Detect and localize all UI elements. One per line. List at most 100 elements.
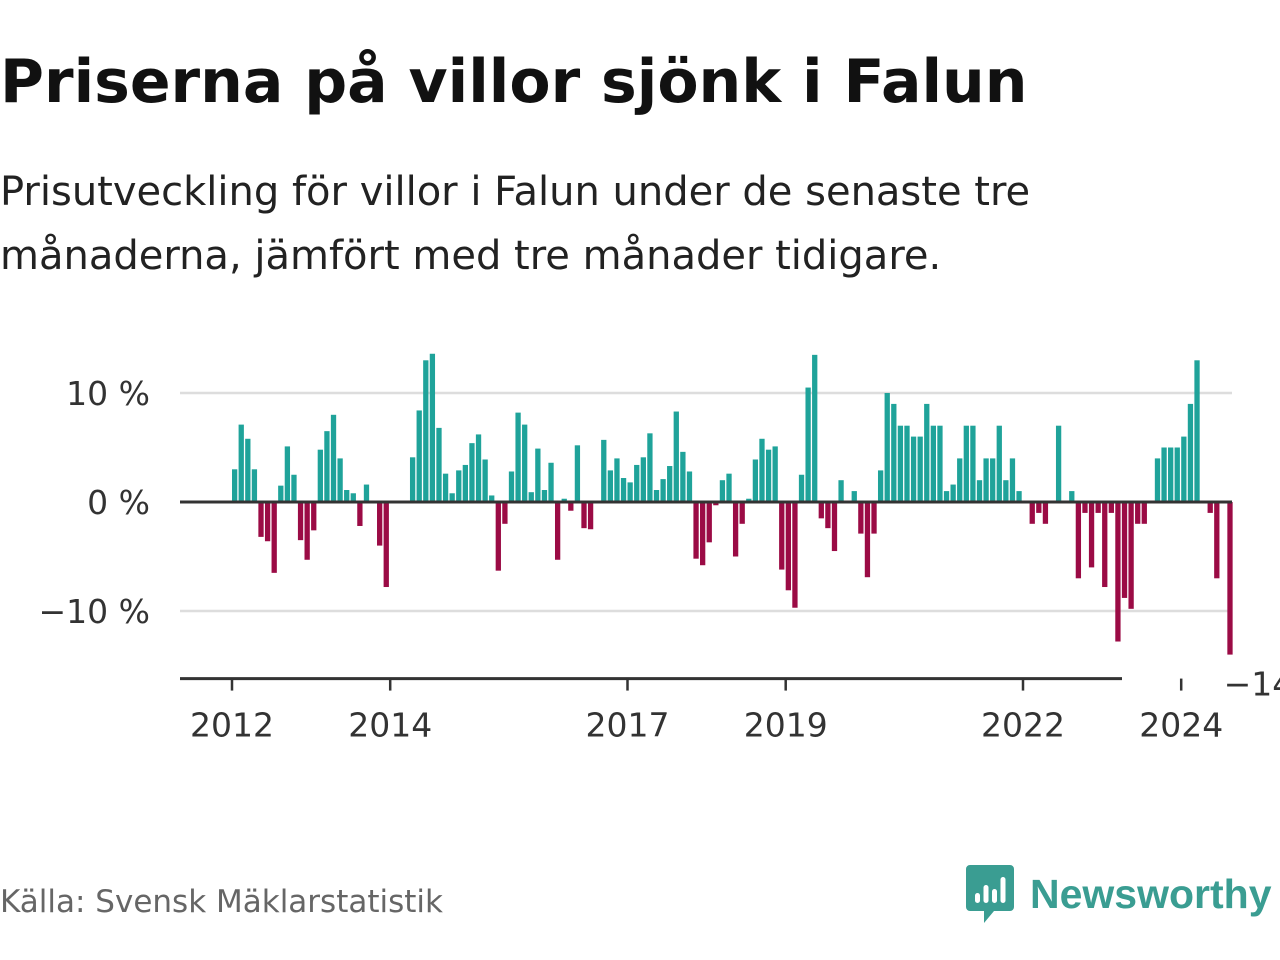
bar: [1042, 502, 1049, 524]
bar: [324, 431, 330, 502]
x-tick-label: 2014: [348, 706, 432, 745]
bar: [554, 502, 561, 560]
bar: [950, 484, 956, 502]
bar: [891, 403, 897, 502]
x-tick-label: 2012: [190, 706, 274, 745]
x-tick-label: 2024: [1139, 706, 1223, 745]
bar: [660, 479, 666, 502]
x-tick-label: 2022: [981, 706, 1065, 745]
brand-name: Newsworthy: [1030, 870, 1272, 917]
bar: [264, 502, 271, 542]
bar: [317, 449, 323, 502]
bar: [581, 502, 587, 529]
bar: [897, 425, 904, 502]
bar: [456, 470, 462, 502]
bar: [673, 411, 679, 502]
bar: [508, 471, 515, 502]
bar: [1036, 502, 1042, 513]
bar: [963, 425, 969, 502]
bar: [1174, 447, 1180, 502]
bar: [489, 495, 495, 502]
bar: [785, 502, 791, 591]
bar: [1029, 502, 1035, 524]
brand: Newsworthy: [964, 862, 1272, 926]
bar: [792, 502, 798, 608]
source-note: Källa: Svensk Mäklarstatistik: [0, 884, 443, 920]
bar: [1154, 458, 1161, 502]
bar: [693, 502, 699, 559]
bar: [363, 484, 370, 502]
bars: [232, 353, 1233, 655]
bar: [653, 490, 660, 502]
bar: [812, 354, 818, 502]
bar: [983, 458, 989, 502]
bar: [297, 502, 304, 541]
bar: [1082, 502, 1088, 513]
bar: [462, 464, 468, 502]
bar: [990, 458, 996, 502]
chart-subtitle: Prisutveckling för villor i Falun under …: [0, 169, 1031, 279]
bar: [779, 502, 785, 570]
bar: [522, 424, 528, 502]
bar: [805, 387, 811, 502]
bar: [429, 353, 436, 502]
bar: [871, 502, 877, 534]
bar: [904, 425, 910, 502]
bar: [1075, 502, 1082, 579]
bar: [449, 493, 455, 502]
bar: [759, 438, 765, 502]
x-tick-label: 2019: [744, 706, 828, 745]
bar: [614, 458, 620, 502]
bar: [561, 498, 567, 502]
bar: [574, 445, 581, 502]
bar: [851, 491, 857, 502]
bar: [475, 434, 482, 502]
bar: [1135, 502, 1141, 524]
bar: [1069, 491, 1075, 502]
newsworthy-logo-icon: [966, 865, 1014, 923]
bar: [917, 436, 923, 502]
bar: [251, 469, 258, 502]
bar: [957, 458, 963, 502]
bar: [765, 449, 772, 502]
bar: [535, 448, 541, 502]
bar: [752, 459, 759, 502]
bar: [278, 485, 284, 502]
bar: [970, 425, 976, 502]
bar: [1181, 436, 1187, 502]
bar: [627, 482, 633, 502]
bar: [330, 414, 337, 502]
bar: [469, 443, 475, 502]
bar: [1141, 502, 1147, 524]
bar: [1009, 458, 1016, 502]
bar: [634, 464, 640, 502]
bar: [706, 502, 712, 543]
bar: [311, 502, 317, 531]
bar: [976, 480, 983, 502]
bar: [1121, 502, 1128, 598]
bar: [1214, 502, 1220, 579]
bar: [818, 502, 824, 519]
bar: [924, 403, 930, 502]
bar: [1207, 502, 1213, 513]
bar: [713, 502, 719, 506]
bar: [1016, 491, 1022, 502]
bar: [601, 439, 607, 502]
bar: [350, 493, 356, 502]
bar: [436, 427, 442, 502]
bar: [937, 425, 943, 502]
bar: [344, 490, 350, 502]
bar: [442, 473, 449, 502]
bar: [640, 457, 646, 502]
bar: [943, 491, 950, 502]
bar: [1095, 502, 1101, 513]
bar: [825, 502, 831, 529]
bar: [831, 502, 838, 552]
bar: [719, 480, 726, 502]
bar: [647, 433, 653, 502]
bar: [1055, 425, 1062, 502]
x-tick-label: 2017: [586, 706, 670, 745]
y-tick-label: −10 %: [39, 592, 151, 631]
bar: [258, 502, 264, 537]
bar: [245, 438, 251, 502]
